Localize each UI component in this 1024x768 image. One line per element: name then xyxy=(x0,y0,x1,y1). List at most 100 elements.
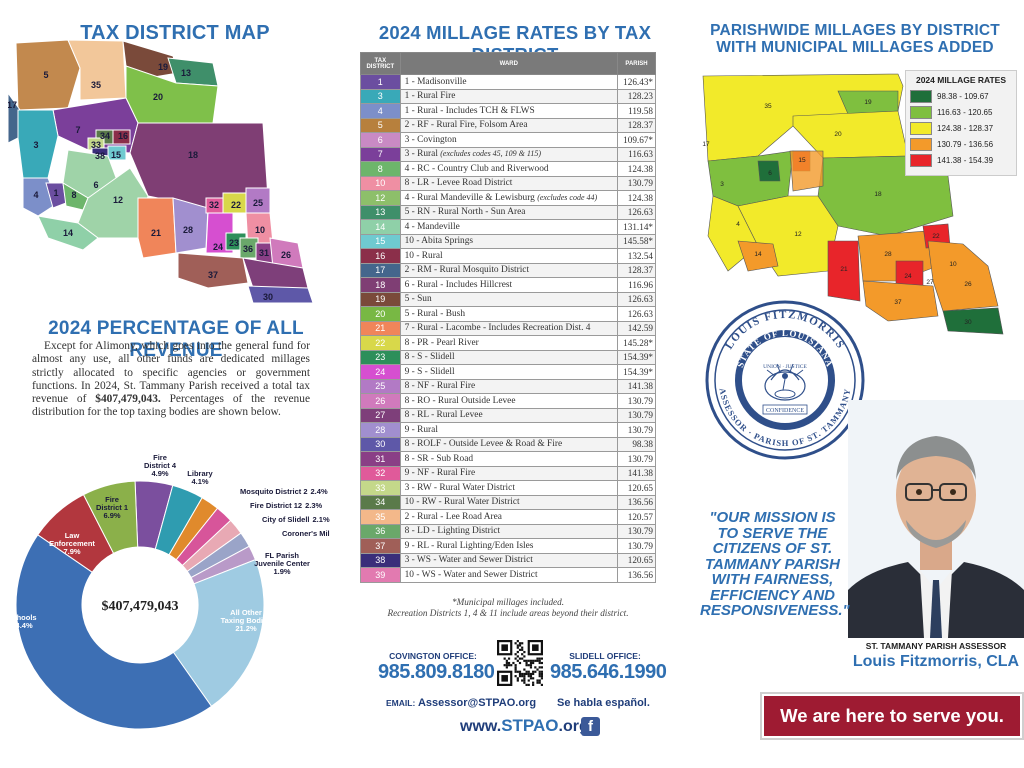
ward-text: 3 - RW - Rural Water District xyxy=(404,482,515,493)
caption-title: ST. TAMMANY PARISH ASSESSOR xyxy=(865,641,1007,651)
parish-rate: 130.79 xyxy=(617,451,656,467)
svg-text:36: 36 xyxy=(243,244,253,254)
tax-district-code: 38 xyxy=(360,552,401,568)
ward-name: 2 - RM - Rural Mosquito District xyxy=(399,262,619,278)
parish-rate: 154.39* xyxy=(617,349,656,365)
map-region-37 xyxy=(177,252,249,289)
qr-code-icon[interactable] xyxy=(497,640,543,686)
table-row: 35 2 - Rural - Lee Road Area 120.57 xyxy=(360,509,656,525)
table-row: 33 3 - RW - Rural Water District 120.65 xyxy=(360,480,656,496)
parish-rate: 154.39* xyxy=(617,364,656,380)
donut-label: FL Parish Juvenile Center 1.9% xyxy=(254,551,310,576)
svg-text:30: 30 xyxy=(263,292,273,302)
legend-title: 2024 MILLAGE RATES xyxy=(915,75,1007,85)
parish-rate: 120.65 xyxy=(617,480,656,496)
tax-district-code: 37 xyxy=(360,538,401,554)
website-prefix: www. xyxy=(460,718,502,735)
ward-name: 7 - Rural - Lacombe - Includes Recreatio… xyxy=(399,320,619,336)
svg-text:25: 25 xyxy=(253,198,263,208)
parish-region-30-darkgreen xyxy=(942,307,1004,335)
parish-region-covington-dark xyxy=(757,160,781,182)
facebook-icon[interactable]: f xyxy=(581,717,600,736)
ward-name: 9 - S - Slidell xyxy=(399,364,619,380)
tax-district-code: 34 xyxy=(360,494,401,510)
legend-item: 116.63 - 120.65 xyxy=(910,104,1012,120)
parish-rate: 136.56 xyxy=(617,567,656,583)
svg-text:15: 15 xyxy=(798,157,806,164)
ward-name: 8 - SR - Sub Road xyxy=(399,451,619,467)
tax-district-code: 39 xyxy=(360,567,401,583)
svg-text:17: 17 xyxy=(8,100,17,110)
ward-note: (excludes code 44) xyxy=(537,192,598,202)
ward-text: 10 - Rural xyxy=(404,250,443,261)
parish-rate: 98.38 xyxy=(617,436,656,452)
website-link[interactable]: www.STPAO.org xyxy=(460,716,589,736)
svg-text:19: 19 xyxy=(158,62,168,72)
ward-name: 2 - Rural - Lee Road Area xyxy=(399,509,619,525)
svg-text:10: 10 xyxy=(949,261,957,268)
ward-name: 10 - Rural xyxy=(399,248,619,264)
parish-rate: 116.63 xyxy=(617,146,656,162)
parish-rate: 124.38 xyxy=(617,161,656,177)
tax-district-code: 25 xyxy=(360,378,401,394)
parishwide-title-line1: PARISHWIDE MILLAGES BY DISTRICT xyxy=(710,22,1000,39)
ward-text: 8 - S - Slidell xyxy=(404,352,455,363)
email-link[interactable]: Assessor@STPAO.org xyxy=(417,697,537,709)
legend-item: 124.38 - 128.37 xyxy=(910,120,1012,136)
ward-text: 2 - Rural - Lee Road Area xyxy=(404,511,502,522)
table-row: 38 3 - WS - Water and Sewer District 120.6… xyxy=(360,552,656,568)
tax-district-map: 5 35 19 13 17 20 7 3 34 16 33 18 38 15 4… xyxy=(8,39,314,304)
assessor-photo xyxy=(848,400,1024,638)
parish-rate: 131.14* xyxy=(617,219,656,235)
slidell-phone[interactable]: 985.646.1990 xyxy=(550,661,667,683)
parish-rate: 142.59 xyxy=(617,320,656,336)
svg-text:34: 34 xyxy=(100,131,110,141)
tax-district-code: 17 xyxy=(360,262,401,278)
tax-district-code: 13 xyxy=(360,204,401,220)
table-row: 32 9 - NF - Rural Fire 141.38 xyxy=(360,465,656,481)
table-row: 22 8 - PR - Pearl River 145.28* xyxy=(360,335,656,351)
parish-rate: 130.79 xyxy=(617,538,656,554)
tax-district-code: 12 xyxy=(360,190,401,206)
tax-district-code: 20 xyxy=(360,306,401,322)
svg-text:28: 28 xyxy=(884,251,892,258)
svg-text:10: 10 xyxy=(255,225,265,235)
svg-text:6: 6 xyxy=(768,170,772,177)
ward-name: 3 - Covington xyxy=(399,132,619,148)
ward-name: 8 - NF - Rural Fire xyxy=(399,378,619,394)
table-row: 15 10 - Abita Springs 145.58* xyxy=(360,233,656,249)
ward-name: 5 - RN - Rural North - Sun Area xyxy=(399,204,619,220)
tax-district-code: 24 xyxy=(360,364,401,380)
ward-text: 3 - Rural xyxy=(404,149,441,160)
svg-text:19: 19 xyxy=(864,99,872,106)
ward-name: 8 - PR - Pearl River xyxy=(399,335,619,351)
ward-text: 2 - RF - Rural Fire, Folsom Area xyxy=(404,120,528,131)
parish-region-10-orange xyxy=(789,150,824,192)
left-panel: TAX DISTRICT MAP xyxy=(0,0,330,768)
parish-rate: 124.38 xyxy=(617,190,656,206)
parish-rate: 141.38 xyxy=(617,378,656,394)
map-region-30 xyxy=(247,285,314,304)
legend-label: 116.63 - 120.65 xyxy=(937,107,993,117)
map-region-16 xyxy=(112,129,131,145)
parish-rate: 130.79 xyxy=(617,175,656,191)
table-row: 34 10 - RW - Rural Water District 136.56 xyxy=(360,494,656,510)
legend-swatch xyxy=(910,137,932,151)
parish-rate: 116.96 xyxy=(617,277,656,293)
parish-rate: 120.65 xyxy=(617,552,656,568)
parish-region-lacombe-red xyxy=(827,240,861,302)
svg-text:37: 37 xyxy=(894,299,902,306)
ward-text: 4 - RC - Country Club and Riverwood xyxy=(404,163,549,174)
svg-text:21: 21 xyxy=(151,228,161,238)
parish-rate: 132.54 xyxy=(617,248,656,264)
ward-name: 8 - LD - Lighting District xyxy=(399,523,619,539)
table-row: 36 8 - LD - Lighting District 130.79 xyxy=(360,523,656,539)
parish-region-mandeville-orange xyxy=(737,240,779,272)
table-row: 31 8 - SR - Sub Road 130.79 xyxy=(360,451,656,467)
svg-text:16: 16 xyxy=(118,131,128,141)
covington-phone[interactable]: 985.809.8180 xyxy=(378,661,495,683)
parishwide-map-title: PARISHWIDE MILLAGES BY DISTRICT WITH MUN… xyxy=(705,22,1005,56)
svg-text:37: 37 xyxy=(208,270,218,280)
